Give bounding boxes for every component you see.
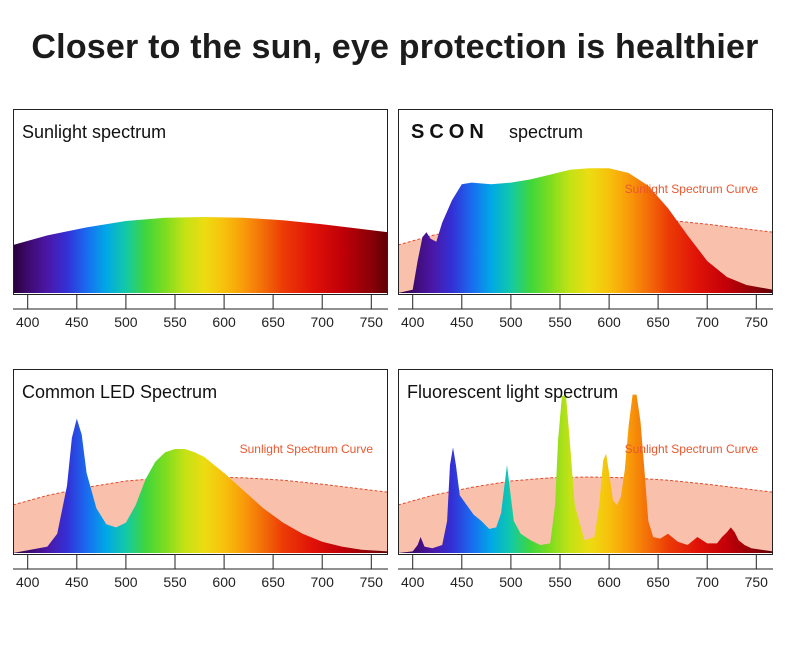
chart-frame bbox=[398, 369, 773, 555]
chart-title: Fluorescent light spectrum bbox=[407, 382, 618, 402]
x-tick-label: 600 bbox=[212, 574, 236, 590]
fluorescent-light-spectrum-svg: 400 450 500 550 600 650 700 750 Fluorescent ligh… bbox=[398, 369, 773, 590]
x-tick-label: 550 bbox=[163, 314, 187, 330]
x-tick-label: 500 bbox=[114, 314, 138, 330]
x-tick-label: 700 bbox=[311, 574, 335, 590]
chart-title: spectrum bbox=[509, 122, 583, 142]
spectrum-area-0 bbox=[398, 168, 773, 293]
x-tick-label: 750 bbox=[360, 574, 384, 590]
reference-curve-label: Sunlight Spectrum Curve bbox=[240, 442, 374, 456]
spectrum-area-0 bbox=[13, 418, 388, 553]
x-tick-label: 600 bbox=[597, 314, 621, 330]
x-tick-label: 450 bbox=[65, 314, 89, 330]
x-tick-label: 550 bbox=[548, 574, 572, 590]
x-tick-label: 650 bbox=[646, 574, 670, 590]
x-tick-label: 750 bbox=[745, 574, 769, 590]
chart-frame bbox=[13, 109, 388, 295]
plot-area bbox=[398, 168, 773, 293]
plot-area bbox=[398, 394, 773, 553]
plot-area bbox=[13, 418, 388, 553]
x-tick-label: 500 bbox=[114, 574, 138, 590]
x-tick-label: 650 bbox=[261, 314, 285, 330]
x-tick-label: 750 bbox=[745, 314, 769, 330]
x-tick-label: 650 bbox=[646, 314, 670, 330]
reference-curve-label: Sunlight Spectrum Curve bbox=[625, 182, 759, 196]
scon-spectrum-chart: 400 450 500 550 600 650 700 750 SCON spectrum Sunl… bbox=[398, 109, 773, 333]
chart-frame bbox=[398, 109, 773, 295]
x-tick-label: 450 bbox=[450, 574, 474, 590]
x-tick-label: 400 bbox=[401, 314, 425, 330]
x-tick-label: 400 bbox=[16, 574, 40, 590]
x-tick-label: 400 bbox=[16, 314, 40, 330]
chart-title: Sunlight spectrum bbox=[22, 122, 166, 142]
chart-frame bbox=[13, 369, 388, 555]
chart-title: Common LED Spectrum bbox=[22, 382, 217, 402]
spectrum-area-0 bbox=[13, 217, 388, 293]
x-tick-label: 750 bbox=[360, 314, 384, 330]
x-tick-label: 600 bbox=[212, 314, 236, 330]
x-tick-label: 400 bbox=[401, 574, 425, 590]
plot-area bbox=[13, 217, 388, 293]
x-tick-label: 650 bbox=[261, 574, 285, 590]
x-tick-label: 700 bbox=[311, 314, 335, 330]
x-tick-label: 550 bbox=[163, 574, 187, 590]
x-tick-label: 700 bbox=[696, 574, 720, 590]
common-led-spectrum-chart: 400 450 500 550 600 650 700 750 Common LED Spect… bbox=[13, 369, 388, 593]
brand-label: SCON bbox=[411, 121, 489, 143]
x-tick-label: 600 bbox=[597, 574, 621, 590]
sunlight-spectrum-svg: 400 450 500 550 600 650 700 750 Sunlight spectru… bbox=[13, 109, 388, 330]
scon-spectrum-svg: 400 450 500 550 600 650 700 750 SCON spectrum Sunl… bbox=[398, 109, 773, 330]
x-tick-label: 450 bbox=[450, 314, 474, 330]
x-tick-label: 550 bbox=[548, 314, 572, 330]
x-tick-label: 700 bbox=[696, 314, 720, 330]
x-tick-label: 500 bbox=[499, 314, 523, 330]
x-tick-label: 450 bbox=[65, 574, 89, 590]
spectrum-area-0 bbox=[398, 394, 773, 553]
sunlight-spectrum-chart: 400 450 500 550 600 650 700 750 Sunlight spectru… bbox=[13, 109, 388, 333]
reference-curve-label: Sunlight Spectrum Curve bbox=[625, 442, 759, 456]
common-led-spectrum-svg: 400 450 500 550 600 650 700 750 Common LED Spect… bbox=[13, 369, 388, 590]
x-tick-label: 500 bbox=[499, 574, 523, 590]
page-title: Closer to the sun, eye protection is hea… bbox=[31, 28, 759, 66]
fluorescent-light-spectrum-chart: 400 450 500 550 600 650 700 750 Fluorescent ligh… bbox=[398, 369, 773, 593]
